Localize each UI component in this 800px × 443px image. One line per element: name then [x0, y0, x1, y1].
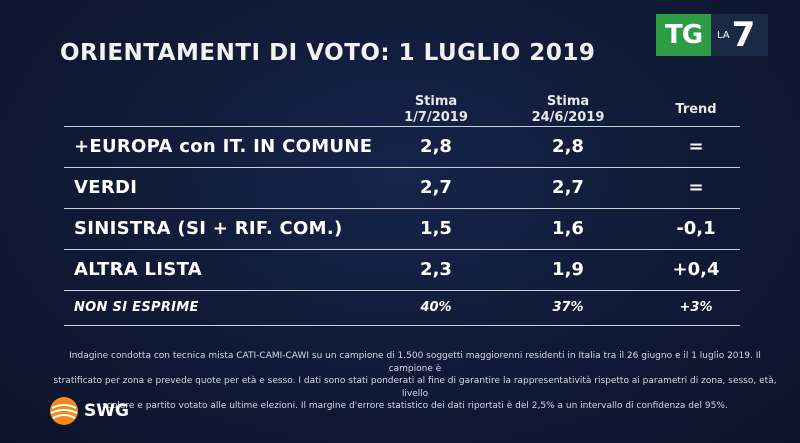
table-row: SINISTRA (SI + RIF. COM.) 1,5 1,6 -0,1 [64, 209, 740, 250]
party-label: ALTRA LISTA [74, 259, 202, 280]
value-stima-1: 2,8 [420, 136, 452, 157]
column-header-line1: Trend [675, 102, 717, 117]
la-logo-text: LA [717, 29, 730, 41]
column-header-stima-1: Stima 1/7/2019 [376, 94, 496, 126]
swg-logo-text: SWG [84, 401, 129, 421]
column-header-line1: Stima [414, 94, 458, 109]
la7-logo: LA 7 [711, 14, 768, 56]
value-stima-2: 37% [552, 300, 584, 315]
value-stima-2: 1,6 [552, 218, 584, 239]
table-row: ALTRA LISTA 2,3 1,9 +0,4 [64, 250, 740, 291]
column-header-trend: Trend [636, 102, 756, 118]
value-trend: +0,4 [672, 259, 720, 280]
swg-logo: SWG [48, 395, 129, 427]
value-trend: = [688, 136, 704, 157]
table-row: +EUROPA con IT. IN COMUNE 2,8 2,8 = [64, 127, 740, 168]
column-header-stima-2: Stima 24/6/2019 [508, 94, 628, 126]
column-header-line1: Stima [546, 94, 590, 109]
column-header-line2: 1/7/2019 [404, 110, 468, 125]
value-stima-1: 1,5 [420, 218, 452, 239]
page-title: ORIENTAMENTI DI VOTO: 1 LUGLIO 2019 [60, 40, 596, 66]
value-trend: -0,1 [676, 218, 716, 239]
value-stima-1: 2,7 [420, 177, 452, 198]
table-row: VERDI 2,7 2,7 = [64, 168, 740, 209]
table-row: NON SI ESPRIME 40% 37% +3% [64, 291, 740, 326]
swg-globe-icon [50, 397, 78, 425]
methodology-note-line: stratificato per zona e prevede quote pe… [53, 376, 777, 399]
methodology-note-line: Indagine condotta con tecnica mista CATI… [69, 351, 761, 374]
value-stima-1: 2,3 [420, 259, 452, 280]
value-stima-2: 2,7 [552, 177, 584, 198]
value-trend: +3% [679, 300, 713, 315]
value-trend: = [688, 177, 704, 198]
value-stima-1: 40% [420, 300, 452, 315]
party-label: VERDI [74, 177, 138, 198]
party-label: +EUROPA con IT. IN COMUNE [74, 136, 373, 157]
methodology-note: Indagine condotta con tecnica mista CATI… [50, 350, 780, 413]
tg-logo-text: TG [656, 14, 711, 56]
seven-logo-text: 7 [731, 15, 756, 55]
party-label: SINISTRA (SI + RIF. COM.) [74, 218, 343, 239]
tg-la7-logo: TG LA 7 [656, 14, 768, 56]
column-header-line2: 24/6/2019 [531, 110, 605, 125]
value-stima-2: 1,9 [552, 259, 584, 280]
methodology-note-line: scolare e partito votato alle ultime ele… [102, 401, 728, 411]
party-label: NON SI ESPRIME [74, 300, 199, 315]
value-stima-2: 2,8 [552, 136, 584, 157]
table-top-rule [64, 126, 740, 127]
